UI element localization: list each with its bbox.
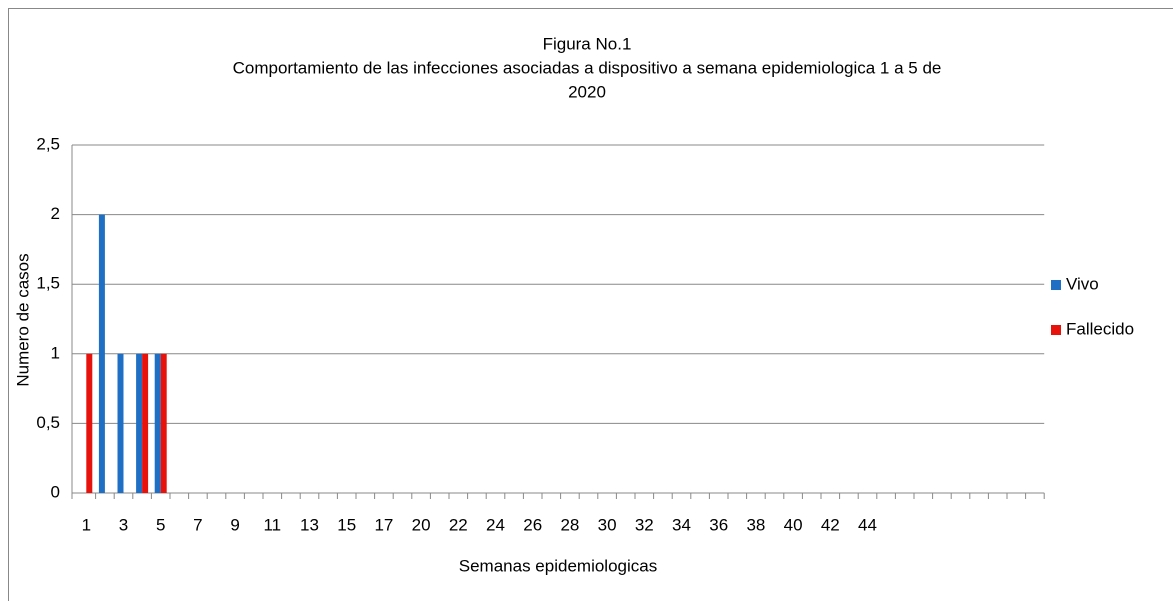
- y-axis-label: Numero de casos: [13, 253, 32, 386]
- y-tick-label: 1,5: [36, 274, 60, 293]
- bar: [154, 353, 161, 493]
- legend-label: Vivo: [1066, 274, 1099, 293]
- y-tick-label: 0: [51, 482, 60, 501]
- legend-swatch: [1051, 325, 1061, 335]
- x-tick-label: 7: [193, 515, 202, 534]
- y-tick-label: 2,5: [36, 134, 60, 153]
- x-tick-label: 13: [300, 515, 319, 534]
- chart-title: Figura No.1: [543, 34, 632, 53]
- x-tick-label: 44: [858, 515, 877, 534]
- chart-subtitle: 2020: [568, 82, 606, 101]
- x-tick-label: 32: [635, 515, 654, 534]
- x-tick-label: 15: [337, 515, 356, 534]
- chart-frame: [8, 8, 1173, 601]
- bar: [142, 353, 149, 493]
- x-tick-label: 40: [784, 515, 803, 534]
- x-axis-label: Semanas epidemiologicas: [459, 556, 657, 575]
- bar: [136, 353, 143, 493]
- x-tick-label: 9: [230, 515, 239, 534]
- x-tick-label: 38: [746, 515, 765, 534]
- x-tick-label: 28: [560, 515, 579, 534]
- x-tick-label: 34: [672, 515, 691, 534]
- y-tick-label: 1: [51, 343, 60, 362]
- chart-subtitle: Comportamiento de las infecciones asocia…: [233, 58, 942, 77]
- x-tick-label: 42: [821, 515, 840, 534]
- x-tick-label: 36: [709, 515, 728, 534]
- bar: [117, 353, 124, 493]
- x-tick-label: 20: [412, 515, 431, 534]
- legend-swatch: [1051, 280, 1061, 290]
- bar: [98, 214, 105, 493]
- bar: [160, 353, 167, 493]
- bar: [86, 353, 93, 493]
- x-tick-label: 3: [119, 515, 128, 534]
- x-tick-label: 11: [263, 515, 281, 534]
- x-tick-label: 17: [374, 515, 393, 534]
- x-tick-label: 26: [523, 515, 542, 534]
- x-tick-label: 22: [449, 515, 468, 534]
- x-tick-label: 30: [598, 515, 617, 534]
- legend-label: Fallecido: [1066, 319, 1134, 338]
- x-tick-label: 5: [156, 515, 165, 534]
- x-tick-label: 1: [82, 515, 91, 534]
- y-tick-label: 0,5: [36, 413, 60, 432]
- x-tick-label: 24: [486, 515, 505, 534]
- y-tick-label: 2: [51, 204, 60, 223]
